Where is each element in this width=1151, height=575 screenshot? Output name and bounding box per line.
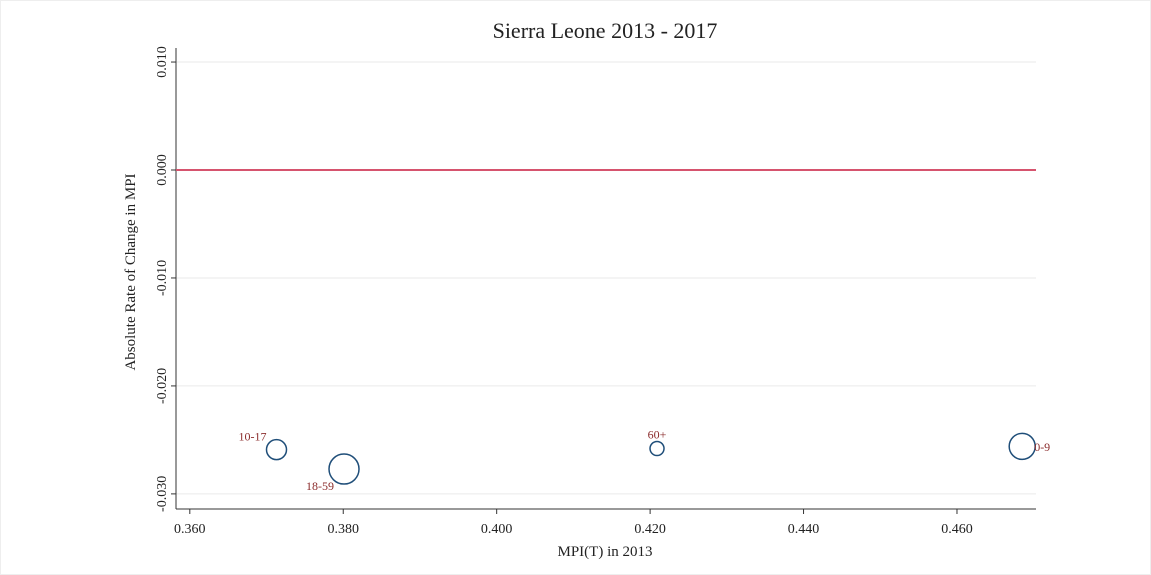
x-axis-label: MPI(T) in 2013 bbox=[558, 544, 653, 560]
point-label: 60+ bbox=[648, 427, 667, 441]
x-tick-label: 0.380 bbox=[327, 522, 359, 537]
bubble bbox=[265, 438, 288, 461]
y-axis-label: Absolute Rate of Change in MPI bbox=[123, 173, 139, 370]
chart-title: Sierra Leone 2013 - 2017 bbox=[493, 18, 718, 43]
x-tick-label: 0.440 bbox=[788, 522, 820, 537]
x-tick-label: 0.360 bbox=[174, 522, 206, 537]
y-tick-label: 0.010 bbox=[155, 46, 170, 77]
bubble bbox=[328, 453, 360, 485]
x-tick-label: 0.400 bbox=[481, 522, 513, 537]
x-tick-label: 0.460 bbox=[941, 522, 973, 537]
bubble bbox=[649, 440, 665, 457]
point-label: 10-17 bbox=[238, 429, 266, 443]
y-tick-label: -0.010 bbox=[155, 260, 170, 296]
point-label: 18-59 bbox=[306, 479, 334, 493]
x-tick-label: 0.420 bbox=[634, 522, 666, 537]
point-label: 0-9 bbox=[1034, 440, 1050, 454]
y-tick-label: -0.020 bbox=[155, 368, 170, 404]
bubble bbox=[1008, 432, 1036, 461]
y-tick-label: 0.000 bbox=[155, 154, 170, 186]
y-tick-label: -0.030 bbox=[155, 476, 170, 512]
